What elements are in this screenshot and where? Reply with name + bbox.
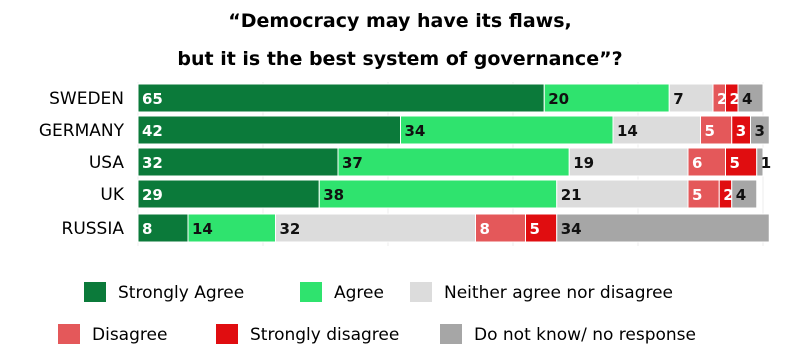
data-label: 8 bbox=[142, 220, 152, 238]
data-label: 2 bbox=[717, 90, 727, 108]
legend-label: Neither agree nor disagree bbox=[444, 283, 673, 303]
data-label: 2 bbox=[730, 90, 740, 108]
data-label: 21 bbox=[561, 186, 582, 204]
chart-subtitle: but it is the best system of governance”… bbox=[177, 48, 622, 70]
data-label: 2 bbox=[723, 186, 733, 204]
data-label: 34 bbox=[405, 122, 426, 140]
data-label: 1 bbox=[761, 154, 771, 172]
legend-label: Do not know/ no response bbox=[474, 325, 696, 345]
data-label: 29 bbox=[142, 186, 163, 204]
bar-segment bbox=[543, 83, 670, 113]
bar-segment bbox=[525, 213, 558, 243]
bar-segment bbox=[687, 147, 726, 177]
category-label: SWEDEN bbox=[49, 89, 124, 109]
legend-swatch bbox=[216, 324, 238, 344]
data-label: 5 bbox=[730, 154, 740, 172]
category-label: GERMANY bbox=[39, 121, 125, 141]
bar-segment bbox=[756, 147, 764, 177]
bar-segment bbox=[137, 179, 320, 209]
bar-segment bbox=[556, 213, 770, 243]
bar-segment bbox=[725, 147, 758, 177]
chart-title: “Democracy may have its flaws, bbox=[228, 10, 571, 32]
data-label: 65 bbox=[142, 90, 163, 108]
category-labels: SWEDEN GERMANY USA UK RUSSIA bbox=[39, 89, 125, 239]
legend-label: Strongly disagree bbox=[250, 325, 399, 345]
category-label: UK bbox=[100, 185, 124, 205]
data-label: 14 bbox=[617, 122, 638, 140]
bar-segment bbox=[137, 147, 339, 177]
bar-segment bbox=[137, 83, 545, 113]
data-label: 34 bbox=[561, 220, 582, 238]
bar-segment bbox=[568, 147, 689, 177]
bar-segment bbox=[737, 83, 764, 113]
data-label: 32 bbox=[142, 154, 163, 172]
category-label: RUSSIA bbox=[62, 219, 125, 239]
legend-label: Strongly Agree bbox=[118, 283, 244, 303]
legend-swatch bbox=[84, 282, 106, 302]
data-label: 3 bbox=[736, 122, 746, 140]
data-label: 20 bbox=[548, 90, 569, 108]
data-label: 4 bbox=[736, 186, 746, 204]
bar-segment bbox=[337, 147, 570, 177]
data-label: 3 bbox=[755, 122, 765, 140]
bar-segment bbox=[137, 115, 401, 145]
legend-label: Disagree bbox=[92, 325, 167, 345]
data-label: 4 bbox=[742, 90, 752, 108]
data-label: 5 bbox=[705, 122, 715, 140]
data-label: 42 bbox=[142, 122, 163, 140]
bar-segment bbox=[750, 115, 770, 145]
legend-swatch bbox=[58, 324, 80, 344]
bar-segment bbox=[556, 179, 689, 209]
legend: Strongly Agree Agree Neither agree nor dis… bbox=[58, 282, 696, 345]
data-label: 14 bbox=[192, 220, 213, 238]
bar-segment bbox=[687, 179, 720, 209]
legend-label: Agree bbox=[334, 283, 384, 303]
legend-swatch bbox=[410, 282, 432, 302]
legend-swatch bbox=[300, 282, 322, 302]
data-label: 5 bbox=[530, 220, 540, 238]
legend-swatch bbox=[440, 324, 462, 344]
bar-segment bbox=[137, 213, 189, 243]
data-label: 8 bbox=[480, 220, 490, 238]
data-label: 7 bbox=[673, 90, 683, 108]
data-label: 19 bbox=[573, 154, 594, 172]
bar-segment bbox=[612, 115, 701, 145]
bar-segment bbox=[318, 179, 558, 209]
category-label: USA bbox=[89, 153, 125, 173]
data-label: 38 bbox=[323, 186, 344, 204]
bar-segment bbox=[275, 213, 476, 243]
data-label: 5 bbox=[692, 186, 702, 204]
data-label: 37 bbox=[342, 154, 363, 172]
data-label: 32 bbox=[280, 220, 301, 238]
bars: 65 20 7 2 2 442 34 14 5 3 332 37 19 6 5 129 38 21 5 2 48 14 32… bbox=[137, 83, 771, 243]
bar-segment bbox=[400, 115, 614, 145]
data-label: 6 bbox=[692, 154, 702, 172]
bar-segment bbox=[731, 179, 758, 209]
